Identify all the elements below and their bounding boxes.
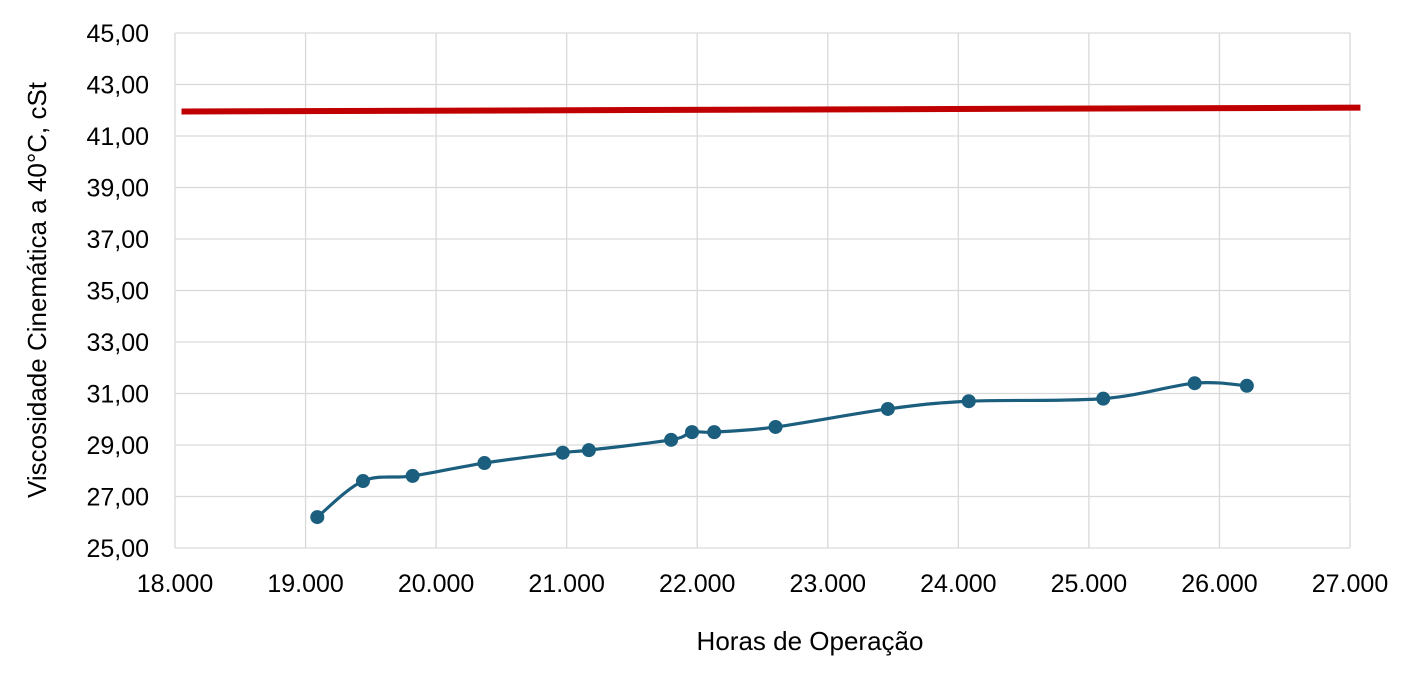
data-point bbox=[664, 432, 679, 447]
y-tick-label: 31,00 bbox=[86, 381, 149, 409]
y-tick-label: 37,00 bbox=[86, 226, 149, 254]
x-tick-label: 23.000 bbox=[790, 570, 866, 598]
y-tick-label: 41,00 bbox=[86, 123, 149, 151]
data-point bbox=[768, 419, 783, 434]
data-point bbox=[707, 425, 722, 440]
data-point bbox=[1239, 378, 1254, 393]
y-axis-tick-labels: 25,00 27,00 29,00 31,00 33,00 35,00 37,00 39,00… bbox=[86, 20, 149, 563]
y-tick-label: 25,00 bbox=[86, 535, 149, 563]
series-layer bbox=[181, 104, 1361, 525]
series-line-limit bbox=[181, 104, 1361, 115]
x-tick-label: 24.000 bbox=[920, 570, 996, 598]
y-axis-title: Viscosidade Cinemática a 40°C, cSt bbox=[22, 81, 52, 498]
data-point bbox=[685, 425, 699, 440]
y-tick-label: 33,00 bbox=[86, 329, 149, 357]
data-point bbox=[1096, 391, 1111, 406]
x-tick-label: 25.000 bbox=[1051, 570, 1127, 598]
y-tick-label: 27,00 bbox=[86, 484, 149, 512]
y-tick-label: 43,00 bbox=[86, 72, 149, 100]
data-point bbox=[405, 468, 420, 483]
data-point bbox=[477, 456, 492, 471]
y-tick-label: 29,00 bbox=[86, 432, 149, 460]
y-tick-label: 35,00 bbox=[86, 278, 149, 306]
x-tick-label: 26.000 bbox=[1181, 570, 1257, 598]
x-tick-label: 27.000 bbox=[1312, 570, 1388, 598]
x-tick-label: 18.000 bbox=[137, 570, 213, 598]
gridlines bbox=[174, 32, 1351, 549]
x-tick-label: 19.000 bbox=[267, 570, 343, 598]
data-point bbox=[356, 474, 370, 489]
data-point bbox=[1187, 376, 1202, 391]
x-axis-title: Horas de Operação bbox=[697, 626, 924, 656]
y-tick-label: 39,00 bbox=[86, 175, 149, 203]
x-tick-label: 22.000 bbox=[659, 570, 735, 598]
y-tick-label: 45,00 bbox=[86, 20, 149, 48]
data-point bbox=[310, 510, 325, 525]
data-point bbox=[581, 443, 596, 458]
data-point bbox=[961, 394, 976, 409]
data-point bbox=[555, 445, 570, 460]
x-tick-label: 21.000 bbox=[528, 570, 604, 598]
data-point bbox=[880, 401, 895, 416]
x-tick-label: 20.000 bbox=[398, 570, 474, 598]
x-axis-tick-labels: 18.000 19.000 20.000 21.000 22.000 23.000 24.0… bbox=[137, 570, 1388, 598]
